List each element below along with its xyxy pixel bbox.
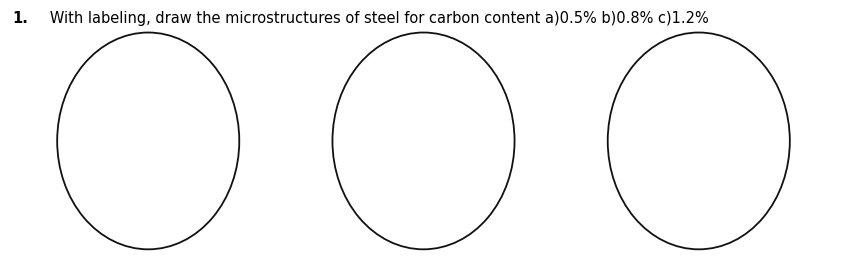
Ellipse shape: [332, 33, 514, 249]
Ellipse shape: [58, 33, 240, 249]
Text: With labeling, draw the microstructures of steel for carbon content a)0.5% b)0.8: With labeling, draw the microstructures …: [36, 11, 709, 26]
Ellipse shape: [608, 33, 790, 249]
Text: 1.: 1.: [13, 11, 29, 26]
